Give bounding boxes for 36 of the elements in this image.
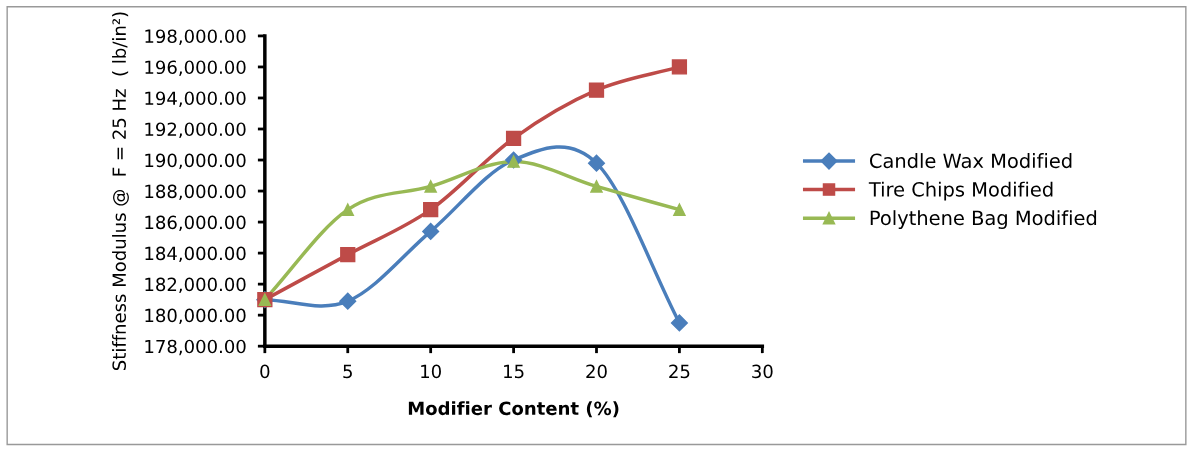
x-axis-title: Modifier Content (%) bbox=[408, 401, 619, 418]
y-tick-label: 192,000.00 bbox=[145, 122, 246, 138]
point bbox=[588, 82, 605, 98]
point bbox=[671, 59, 688, 75]
point bbox=[505, 130, 522, 146]
x-tick-label: 5 bbox=[343, 364, 352, 379]
x-tick-label: 20 bbox=[586, 364, 607, 379]
x-tick-label: 25 bbox=[669, 364, 690, 379]
point bbox=[590, 180, 603, 193]
legend-label: Polythene Bag Modified bbox=[870, 210, 1097, 229]
point bbox=[422, 222, 440, 240]
y-tick-label: 194,000.00 bbox=[145, 91, 246, 107]
y-tick-label: 182,000.00 bbox=[145, 277, 246, 294]
point bbox=[423, 202, 439, 218]
x-tick-label: 10 bbox=[421, 364, 441, 379]
y-tick-label: 188,000.00 bbox=[145, 184, 246, 201]
point bbox=[670, 314, 688, 332]
point bbox=[673, 203, 686, 216]
legend-label: Candle Wax Modified bbox=[869, 153, 1072, 169]
legend-label: Tire Chips Modified bbox=[868, 181, 1053, 201]
point bbox=[339, 292, 357, 310]
x-tick-label: 30 bbox=[752, 364, 773, 379]
x-tick-label: 15 bbox=[504, 364, 524, 379]
y-tick-label: 180,000.00 bbox=[145, 308, 246, 325]
point bbox=[424, 180, 437, 193]
y-tick-label: 196,000.00 bbox=[145, 60, 246, 76]
y-axis-title: Stiffness Modulus @ F = 25 Hz ( lb/in²) bbox=[112, 12, 129, 371]
point bbox=[587, 154, 606, 172]
y-tick-label: 198,000.00 bbox=[145, 29, 246, 45]
x-tick-label: 0 bbox=[260, 364, 270, 379]
point bbox=[341, 203, 355, 216]
y-tick-label: 186,000.00 bbox=[145, 215, 246, 232]
point bbox=[340, 247, 356, 263]
y-tick-label: 178,000.00 bbox=[145, 339, 246, 356]
y-tick-label: 184,000.00 bbox=[145, 246, 246, 263]
y-tick-label: 190,000.00 bbox=[145, 153, 246, 169]
